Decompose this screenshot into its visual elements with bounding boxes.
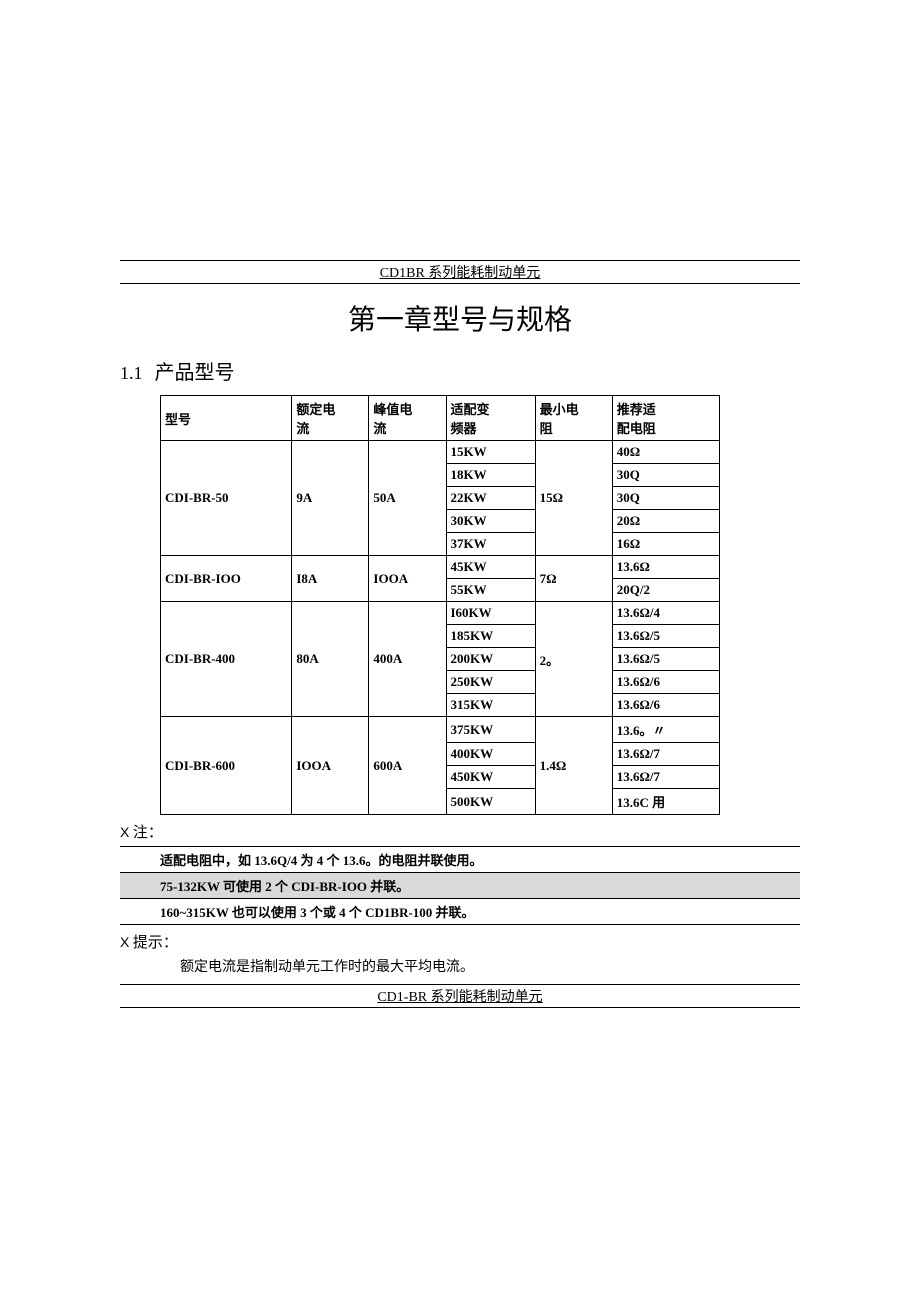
- table-row: CDI-BR-509A50A15KW15Ω40Ω: [161, 441, 720, 464]
- tip-block: X 提示： 额定电流是指制动单元工作时的最大平均电流。: [120, 931, 800, 980]
- cell-vfd: 185KW: [446, 625, 535, 648]
- cell-rec: 20Q/2: [612, 579, 719, 602]
- cell-min-r: 1.4Ω: [535, 717, 612, 815]
- cell-rec: 13.6Ω/5: [612, 625, 719, 648]
- tip-label: 提示：: [133, 935, 178, 951]
- cell-rec: 13.6Ω/6: [612, 694, 719, 717]
- cell-peak: IOOA: [369, 556, 446, 602]
- cell-rated: 9A: [292, 441, 369, 556]
- cell-rated: IOOA: [292, 717, 369, 815]
- note-marker: X: [120, 824, 129, 840]
- cell-rec: 30Q: [612, 487, 719, 510]
- note-line: 160~315KW 也可以使用 3 个或 4 个 CD1BR-100 并联。: [120, 899, 800, 925]
- cell-vfd: 315KW: [446, 694, 535, 717]
- cell-vfd: 18KW: [446, 464, 535, 487]
- chapter-title: 第一章型号与规格: [120, 298, 800, 338]
- tip-marker: X: [120, 934, 129, 950]
- notes-block: X 注： 适配电阻中，如 13.6Q/4 为 4 个 13.6。的电阻并联使用。…: [120, 821, 800, 925]
- cell-vfd: 15KW: [446, 441, 535, 464]
- cell-vfd: 500KW: [446, 789, 535, 815]
- note-line: 适配电阻中，如 13.6Q/4 为 4 个 13.6。的电阻并联使用。: [120, 847, 800, 873]
- th-rated: 额定电 流: [292, 396, 369, 441]
- cell-min-r: 15Ω: [535, 441, 612, 556]
- cell-vfd: 45KW: [446, 556, 535, 579]
- cell-model: CDI-BR-IOO: [161, 556, 292, 602]
- cell-peak: 50A: [369, 441, 446, 556]
- cell-rec: 30Q: [612, 464, 719, 487]
- cell-model: CDI-BR-50: [161, 441, 292, 556]
- cell-rec: 13.6Ω: [612, 556, 719, 579]
- cell-vfd: 22KW: [446, 487, 535, 510]
- cell-model: CDI-BR-400: [161, 602, 292, 717]
- note-line: 75-132KW 可使用 2 个 CDI-BR-IOO 并联。: [120, 873, 800, 899]
- cell-min-r: 2。: [535, 602, 612, 717]
- tip-text: 额定电流是指制动单元工作时的最大平均电流。: [120, 952, 800, 980]
- th-peak: 峰值电 流: [369, 396, 446, 441]
- header-text: CD1BR 系列能耗制动单元: [380, 266, 541, 281]
- section-number: 1.1: [120, 363, 143, 383]
- table-header-row: 型号 额定电 流 峰值电 流 适配变 频器 最小电 阻: [161, 396, 720, 441]
- page-header: CD1BR 系列能耗制动单元: [120, 260, 800, 284]
- cell-rec: 13.6。〃: [612, 717, 719, 743]
- cell-vfd: 55KW: [446, 579, 535, 602]
- th-rec: 推荐适 配电阻: [612, 396, 719, 441]
- footer-text: CD1-BR 系列能耗制动单元: [377, 990, 542, 1005]
- cell-vfd: 200KW: [446, 648, 535, 671]
- cell-rec: 13.6Ω/5: [612, 648, 719, 671]
- cell-vfd: 375KW: [446, 717, 535, 743]
- page-footer: CD1-BR 系列能耗制动单元: [120, 984, 800, 1008]
- cell-rec: 13.6Ω/6: [612, 671, 719, 694]
- cell-vfd: 400KW: [446, 743, 535, 766]
- table-row: CDI-BR-40080A400AI60KW2。13.6Ω/4: [161, 602, 720, 625]
- th-model: 型号: [161, 396, 292, 441]
- table-row: CDI-BR-IOOI8AIOOA45KW7Ω13.6Ω: [161, 556, 720, 579]
- spec-table: 型号 额定电 流 峰值电 流 适配变 频器 最小电 阻: [160, 395, 720, 815]
- cell-rec: 16Ω: [612, 533, 719, 556]
- cell-vfd: I60KW: [446, 602, 535, 625]
- cell-rec: 13.6Ω/7: [612, 743, 719, 766]
- cell-min-r: 7Ω: [535, 556, 612, 602]
- cell-vfd: 450KW: [446, 766, 535, 789]
- cell-peak: 400A: [369, 602, 446, 717]
- cell-rated: I8A: [292, 556, 369, 602]
- th-vfd: 适配变 频器: [446, 396, 535, 441]
- cell-rec: 20Ω: [612, 510, 719, 533]
- section-title: 产品型号: [155, 362, 235, 384]
- cell-vfd: 250KW: [446, 671, 535, 694]
- cell-rec: 13.6Ω/7: [612, 766, 719, 789]
- cell-vfd: 37KW: [446, 533, 535, 556]
- cell-vfd: 30KW: [446, 510, 535, 533]
- cell-model: CDI-BR-600: [161, 717, 292, 815]
- section-heading: 1.1 产品型号: [120, 356, 800, 385]
- note-label: 注：: [133, 825, 163, 841]
- cell-peak: 600A: [369, 717, 446, 815]
- table-row: CDI-BR-600IOOA600A375KW1.4Ω13.6。〃: [161, 717, 720, 743]
- cell-rec: 13.6Ω/4: [612, 602, 719, 625]
- cell-rec: 40Ω: [612, 441, 719, 464]
- th-minr: 最小电 阻: [535, 396, 612, 441]
- cell-rec: 13.6C 用: [612, 789, 719, 815]
- cell-rated: 80A: [292, 602, 369, 717]
